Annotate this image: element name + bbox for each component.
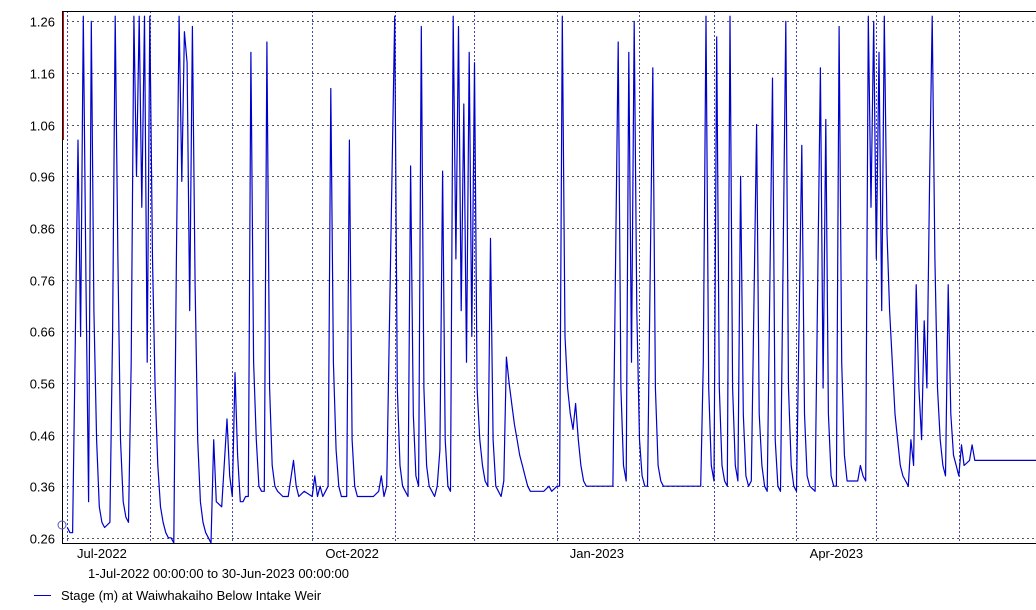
- legend: Stage (m) at Waiwhakaiho Below Intake We…: [34, 588, 321, 603]
- y-tick-label: 1.16: [30, 67, 55, 82]
- y-tick-label: 0.86: [30, 222, 55, 237]
- x-tick-label: Apr-2023: [810, 546, 863, 561]
- date-range-label: 1-Jul-2022 00:00:00 to 30-Jun-2023 00:00…: [88, 566, 349, 581]
- y-tick-label: 0.46: [30, 429, 55, 444]
- series-line-stage: [66, 15, 1036, 544]
- plot-background: [62, 11, 1036, 543]
- y-axis-tick-labels: 1.26 1.16 1.06 0.96 0.86 0.76 0.66 0.56 0.46 0.36…: [30, 15, 55, 547]
- y-tick-label: 0.26: [30, 532, 55, 547]
- x-tick-label: Oct-2022: [325, 546, 378, 561]
- x-tick-label: Jul-2022: [77, 546, 127, 561]
- x-axis-tick-labels: Jul-2022 Oct-2022 Jan-2023 Apr-2023: [77, 546, 863, 561]
- y-tick-label: 0.56: [30, 377, 55, 392]
- start-marker: [57, 520, 67, 530]
- y-tick-label: 0.76: [30, 274, 55, 289]
- y-tick-label: 0.66: [30, 325, 55, 340]
- legend-series-label: Stage (m) at Waiwhakaiho Below Intake We…: [61, 588, 322, 603]
- y-tick-label: 0.96: [30, 170, 55, 185]
- x-tick-label: Jan-2023: [570, 546, 624, 561]
- series-layer: [66, 15, 1036, 544]
- y-tick-label: 1.26: [30, 15, 55, 30]
- legend-swatch: [34, 595, 51, 596]
- y-tick-label: 0.36: [30, 480, 55, 495]
- y-tick-label: 1.06: [30, 119, 55, 134]
